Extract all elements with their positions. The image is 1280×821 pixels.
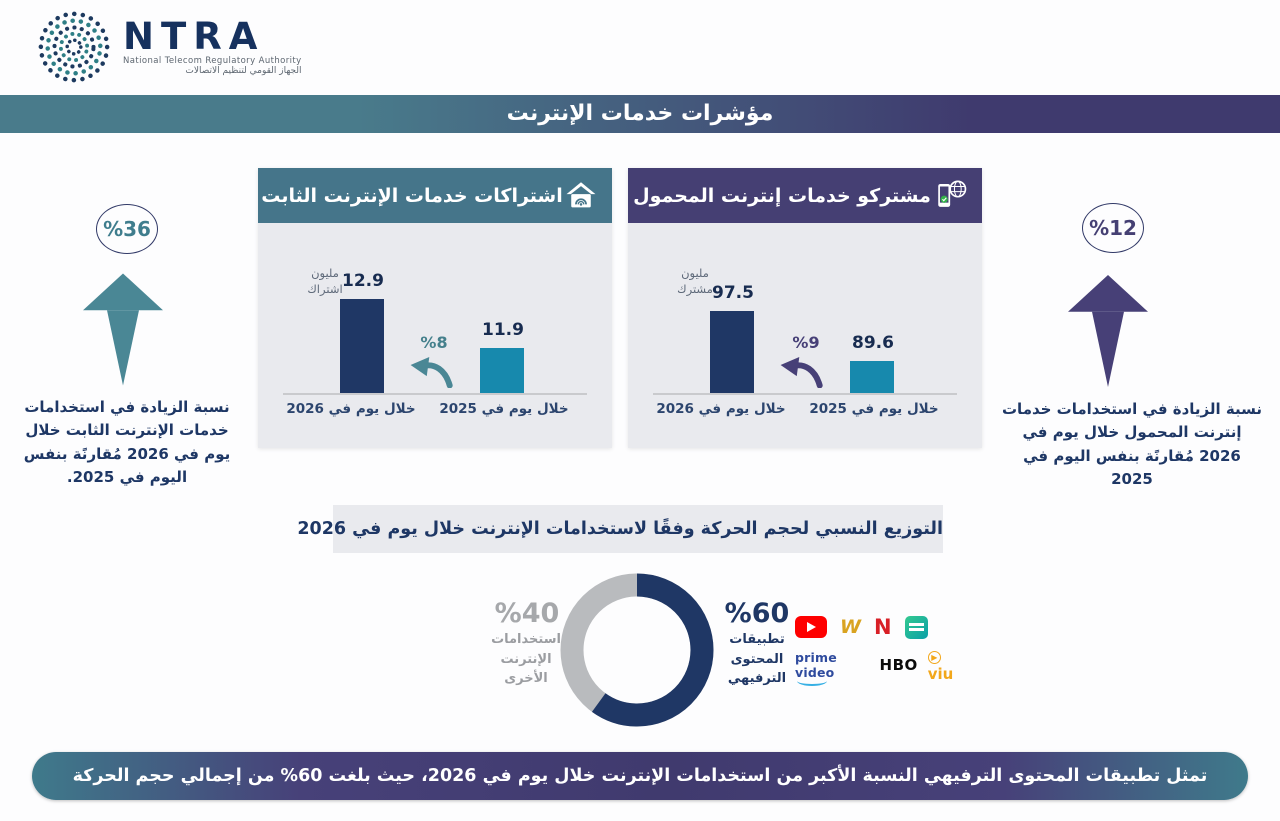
netflix-logo-icon: N bbox=[873, 615, 892, 639]
mobile-growth-pct: %9 bbox=[792, 333, 820, 352]
mobile-internet-card: مشتركو خدمات إنترنت المحمول مليون مشترك … bbox=[628, 168, 982, 448]
fixed-2026-label: خلال يوم في 2026 bbox=[286, 401, 416, 417]
apps-row-1: W N bbox=[795, 610, 963, 644]
home-internet-icon bbox=[566, 182, 596, 208]
footer-text: تمثل تطبيقات المحتوى الترفيهي النسبة الأ… bbox=[72, 766, 1208, 786]
mobile-axis-line bbox=[653, 393, 957, 395]
other-percent: %40 bbox=[494, 598, 560, 629]
mobile-2026-value: 97.5 bbox=[712, 283, 754, 303]
other-label: استخدامات الإنترنت الأخرى bbox=[491, 632, 561, 686]
donut-segment bbox=[560, 573, 714, 727]
ntra-logo: NTRA National Telecom Regulatory Authori… bbox=[35, 8, 302, 86]
fixed-growth-badge: %36 bbox=[96, 204, 158, 254]
fixed-2026-value: 12.9 bbox=[342, 271, 384, 291]
fixed-2025-value: 11.9 bbox=[482, 320, 524, 340]
hbo-logo-icon: HBO bbox=[879, 656, 918, 674]
shahid-logo-icon bbox=[904, 615, 928, 639]
fixed-growth-pct: %8 bbox=[420, 333, 448, 352]
prime-video-logo-icon: prime video bbox=[795, 650, 870, 686]
mobile-growth-note: نسبة الزيادة في استخدامات خدمات إنترنت ا… bbox=[1001, 400, 1263, 488]
mobile-card-header: مشتركو خدمات إنترنت المحمول bbox=[628, 168, 982, 223]
distribution-strip: التوزيع النسبي لحجم الحركة وفقًا لاستخدا… bbox=[297, 505, 943, 553]
fixed-card-title: اشتراكات خدمات الإنترنت الثابت bbox=[261, 184, 563, 207]
watchit-logo-icon: W bbox=[840, 616, 861, 638]
page-title: مؤشرات خدمات الإنترنت bbox=[506, 101, 774, 126]
entertainment-percent: %60 bbox=[724, 598, 790, 629]
mobile-2025-bar bbox=[850, 361, 894, 393]
viu-logo-icon: viu bbox=[928, 647, 963, 683]
header-banner: مؤشرات خدمات الإنترنت bbox=[0, 95, 1280, 133]
up-arrow-teal-icon bbox=[83, 273, 163, 386]
fixed-internet-card: اشتراكات خدمات الإنترنت الثابت مليون اشت… bbox=[258, 168, 612, 448]
youtube-logo-icon bbox=[795, 616, 827, 638]
distribution-title: التوزيع النسبي لحجم الحركة وفقًا لاستخدا… bbox=[297, 519, 943, 539]
mobile-internet-icon bbox=[938, 180, 967, 207]
mobile-2025-label: خلال يوم في 2025 bbox=[809, 401, 939, 417]
logo-subtitle-ar: الجهاز القومي لتنظيم الاتصالات bbox=[185, 66, 302, 77]
curved-arrow-purple-icon bbox=[780, 356, 823, 388]
entertainment-apps: W N prime video HBO viu bbox=[795, 610, 963, 686]
fixed-growth-note: نسبة الزيادة في استخدامات خدمات الإنترنت… bbox=[23, 398, 231, 486]
up-arrow-purple-icon bbox=[1068, 275, 1148, 387]
fixed-unit-label: مليون اشتراك bbox=[307, 266, 343, 296]
mobile-2026-label: خلال يوم في 2026 bbox=[656, 401, 786, 417]
fixed-2025-label: خلال يوم في 2025 bbox=[439, 401, 569, 417]
fixed-2026-bar bbox=[340, 299, 384, 393]
ntra-dots-icon bbox=[38, 11, 110, 83]
donut-chart bbox=[560, 573, 714, 727]
curved-arrow-teal-icon bbox=[410, 356, 453, 388]
mobile-2025-value: 89.6 bbox=[852, 333, 894, 353]
entertainment-label: تطبيقات المحتوى الترفيهي bbox=[727, 632, 787, 686]
mobile-unit-label: مليون مشترك bbox=[677, 266, 713, 296]
footer-banner: تمثل تطبيقات المحتوى الترفيهي النسبة الأ… bbox=[32, 752, 1248, 800]
logo-title: NTRA bbox=[123, 14, 265, 58]
fixed-card-header: اشتراكات خدمات الإنترنت الثابت bbox=[258, 168, 612, 223]
mobile-card-title: مشتركو خدمات إنترنت المحمول bbox=[633, 184, 931, 207]
fixed-2025-bar bbox=[480, 348, 524, 393]
apps-row-2: prime video HBO viu bbox=[795, 647, 963, 686]
mobile-growth-badge: %12 bbox=[1082, 203, 1144, 253]
mobile-2026-bar bbox=[710, 311, 754, 393]
fixed-axis-line bbox=[283, 393, 587, 395]
logo-subtitle-en: National Telecom Regulatory Authority bbox=[123, 56, 302, 67]
